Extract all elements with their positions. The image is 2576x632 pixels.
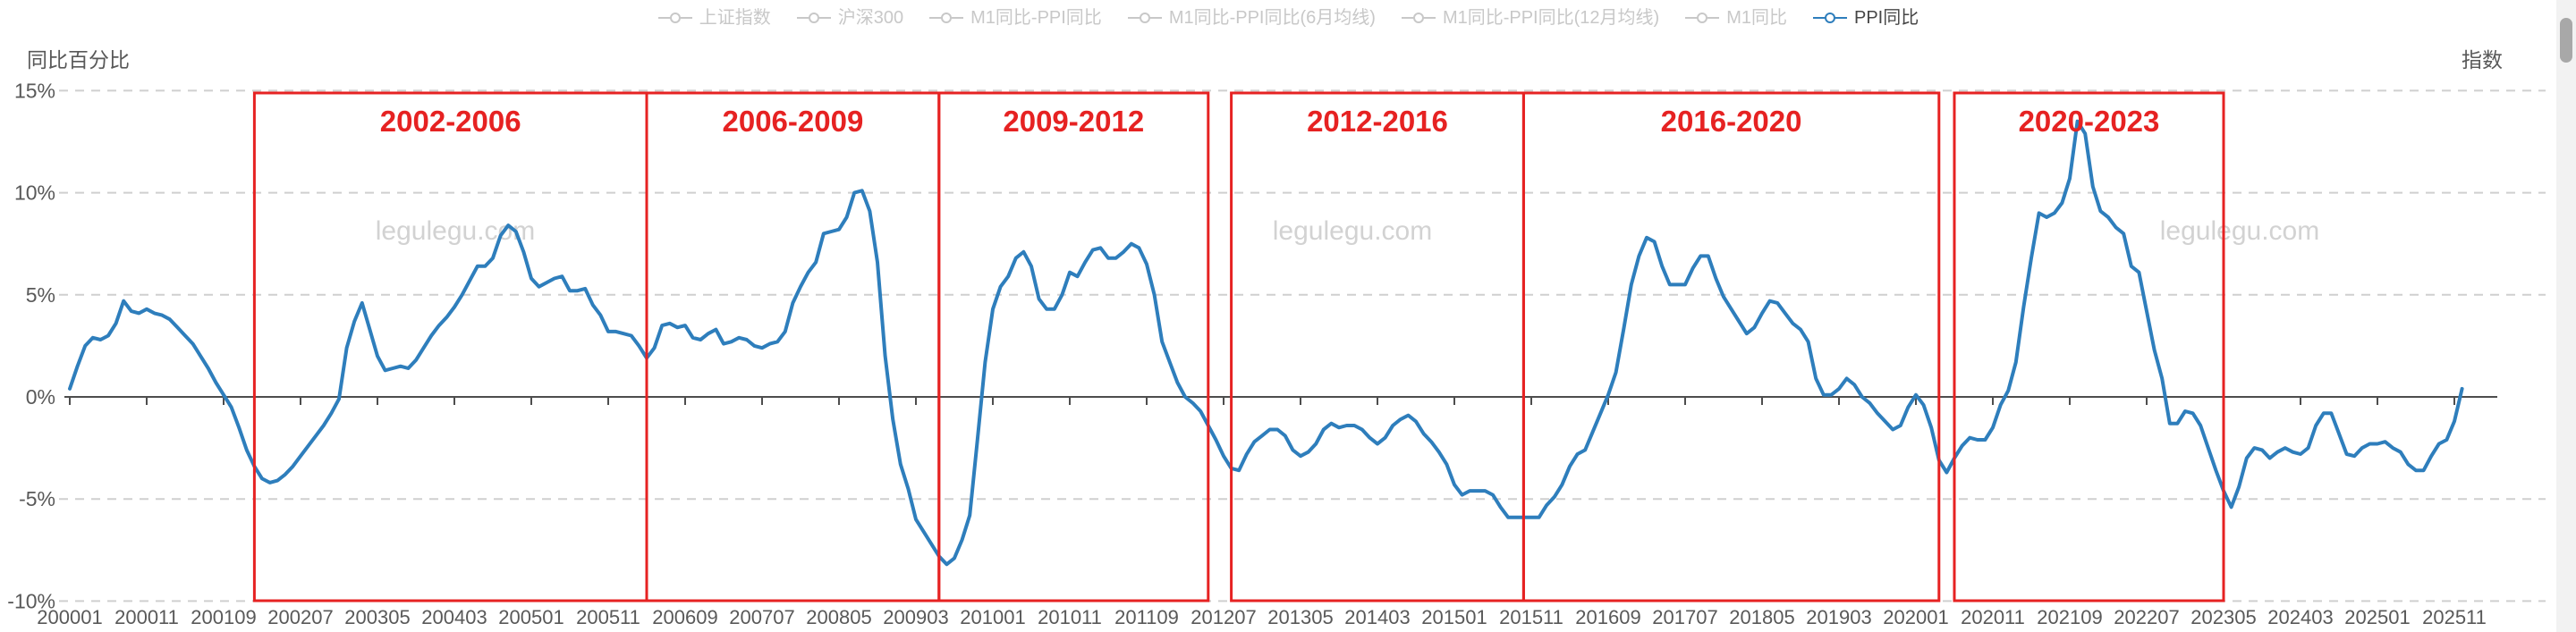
watermarks-group: legulegu.com legulegu.com legulegu.com: [376, 216, 2319, 246]
legend-item-2[interactable]: M1同比-PPI同比: [928, 4, 1102, 31]
x-tick-label: 201305: [1267, 606, 1333, 628]
chart-legend: 上证指数 沪深300 M1同比-PPI同比 M1同比-PPI同比(6月均线) M1同比-…: [0, 4, 2576, 31]
legend-item-0[interactable]: 上证指数: [657, 4, 771, 31]
scrollbar-track[interactable]: [2556, 0, 2576, 632]
legend-item-5[interactable]: M1同比: [1684, 4, 1787, 31]
line-marker-icon: [929, 13, 964, 23]
period-box-2006-2009: [645, 91, 941, 603]
line-marker-icon: [796, 13, 831, 23]
legend-item-active-6[interactable]: PPI同比: [1812, 4, 1919, 31]
x-tick-label: 201511: [1499, 606, 1563, 628]
y-tick-label: 5%: [26, 283, 55, 307]
x-tick-label: 200403: [421, 606, 487, 628]
x-tick-label: 202403: [2267, 606, 2333, 628]
watermark-text: legulegu.com: [376, 216, 535, 246]
right-axis-title: 指数: [2462, 48, 2503, 72]
x-tick-label: 201207: [1191, 606, 1256, 628]
x-tick-label: 200707: [729, 606, 794, 628]
series-group: [68, 119, 2464, 567]
axis-group: 15% 10% 5% 0% -5% -10%200001 200011 200109 20020…: [7, 79, 2497, 628]
period-box-label: 2006-2009: [722, 105, 863, 138]
period-box-2012-2016: [1230, 91, 1525, 603]
left-axis-title: 同比百分比: [27, 48, 130, 72]
period-box-label: 2016-2020: [1661, 105, 1802, 138]
y-tick-label: -5%: [19, 487, 55, 510]
legend-item-label: PPI同比: [1853, 8, 1919, 28]
period-annotations-group: 2002-2006 2006-2009 2009-2012 2012-2016 2016…: [252, 91, 2225, 603]
y-tick-label: 0%: [26, 385, 55, 409]
x-tick-label: 201109: [1114, 606, 1179, 628]
x-tick-label: 200011: [114, 606, 179, 628]
x-tick-label: 201011: [1038, 606, 1102, 628]
legend-item-label: M1同比-PPI同比(6月均线): [1168, 8, 1376, 28]
x-tick-label: 202207: [2114, 606, 2179, 628]
x-tick-label: 200501: [498, 606, 564, 628]
legend-item-label: M1同比-PPI同比(12月均线): [1442, 8, 1660, 28]
y-tick-label: -10%: [7, 589, 55, 612]
x-tick-label: 201001: [960, 606, 1025, 628]
x-tick-label: 201805: [1729, 606, 1794, 628]
legend-item-label: 上证指数: [699, 8, 771, 28]
x-tick-label: 201403: [1344, 606, 1410, 628]
x-tick-label: 200609: [652, 606, 717, 628]
x-tick-label: 200903: [883, 606, 948, 628]
period-box-label: 2002-2006: [380, 105, 521, 138]
legend-item-1[interactable]: 沪深300: [796, 4, 903, 31]
line-marker-icon: [1127, 13, 1162, 23]
ppi-yoy-line: [68, 119, 2464, 567]
gridlines-group: [59, 89, 2546, 603]
x-tick-label: 200109: [191, 606, 256, 628]
x-tick-label: 200305: [344, 606, 410, 628]
legend-item-label: 沪深300: [837, 8, 904, 28]
period-box-label: 2009-2012: [1003, 105, 1144, 138]
x-tick-label: 200207: [267, 606, 333, 628]
x-tick-label: 202511: [2422, 606, 2487, 628]
period-box-label: 2020-2023: [2019, 105, 2160, 138]
x-tick-label: 200805: [806, 606, 871, 628]
watermark-text: legulegu.com: [1273, 216, 1432, 246]
period-box-2016-2020: [1521, 91, 1941, 603]
x-tick-label: 202305: [2190, 606, 2256, 628]
x-tick-label: 201609: [1575, 606, 1640, 628]
line-marker-icon: [1812, 13, 1847, 23]
x-tick-label: 200511: [576, 606, 640, 628]
period-box-2002-2006: [252, 91, 648, 603]
x-tick-label: 201903: [1806, 606, 1871, 628]
legend-item-label: M1同比: [1726, 8, 1787, 28]
x-tick-label: 201707: [1652, 606, 1717, 628]
period-box-label: 2012-2016: [1307, 105, 1448, 138]
x-tick-label: 202001: [1883, 606, 1948, 628]
y-tick-label: 15%: [14, 79, 55, 102]
legend-item-4[interactable]: M1同比-PPI同比(12月均线): [1401, 4, 1659, 31]
line-marker-icon: [1685, 13, 1720, 23]
legend-item-3[interactable]: M1同比-PPI同比(6月均线): [1127, 4, 1376, 31]
x-tick-label: 202011: [1961, 606, 2025, 628]
x-tick-label: 201501: [1421, 606, 1487, 628]
period-box-2009-2012: [937, 91, 1210, 603]
period-box-2020-2023: [1953, 91, 2225, 603]
legend-item-label: M1同比-PPI同比: [970, 8, 1102, 28]
y-tick-label: 10%: [14, 181, 55, 205]
x-tick-label: 202501: [2344, 606, 2410, 628]
line-marker-icon: [657, 13, 692, 23]
watermark-text: legulegu.com: [2160, 216, 2319, 246]
x-tick-label: 202109: [2037, 606, 2102, 628]
line-marker-icon: [1401, 13, 1436, 23]
x-tick-label: 200001: [37, 606, 102, 628]
scrollbar-thumb[interactable]: [2560, 18, 2572, 63]
